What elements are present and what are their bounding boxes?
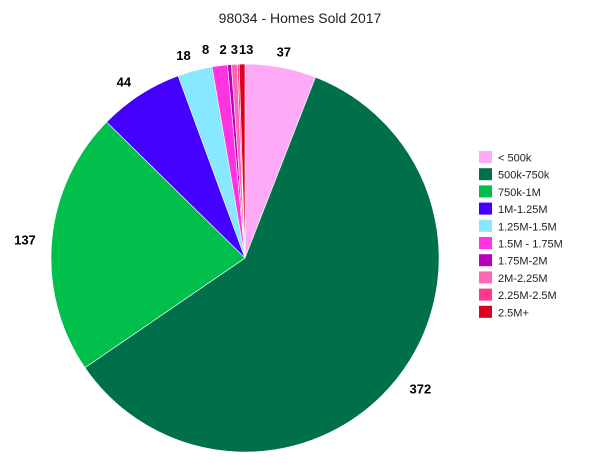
chart-title: 98034 - Homes Sold 2017 — [219, 10, 382, 26]
legend-swatch — [479, 219, 492, 232]
pie-slice — [84, 76, 440, 453]
data-label: 18 — [176, 48, 190, 63]
legend-label: < 500k — [498, 153, 532, 165]
data-label: 372 — [410, 382, 432, 397]
pie-slices — [50, 63, 440, 453]
legend-label: 2M-2.25M — [498, 273, 548, 285]
legend-swatch — [479, 305, 492, 318]
legend-label: 1.25M-1.5M — [498, 221, 557, 233]
data-label: 2 — [219, 42, 226, 57]
legend-swatch — [479, 271, 492, 284]
data-label: 1 — [239, 42, 246, 57]
legend-label: 2.25M-2.5M — [498, 290, 557, 302]
legend-swatch — [479, 237, 492, 249]
legend-label: 1.75M-2M — [498, 256, 548, 268]
legend-label: 500k-750k — [498, 170, 550, 182]
legend-label: 1M-1.25M — [498, 204, 548, 216]
legend-swatch — [479, 151, 492, 163]
legend-swatch — [479, 202, 492, 215]
data-label: 3 — [231, 42, 238, 57]
pie-slice — [238, 63, 246, 259]
data-label: 44 — [117, 75, 132, 90]
legend-swatch — [479, 185, 492, 198]
legend-label: 1.5M - 1.75M — [498, 239, 563, 251]
legend: < 500k 500k-750k 750k-1M 1M-1.25M 1.25M-1.5M… — [479, 151, 563, 319]
legend-label: 750k-1M — [498, 187, 541, 199]
data-label: 137 — [14, 233, 36, 248]
data-label: 8 — [202, 42, 209, 57]
legend-swatch — [479, 254, 492, 267]
data-label: 37 — [277, 45, 291, 60]
legend-swatch — [479, 168, 492, 181]
legend-label: 2.5M+ — [498, 307, 529, 319]
data-label: 3 — [246, 42, 253, 57]
pie-slice — [50, 121, 246, 369]
legend-swatch — [479, 288, 492, 301]
